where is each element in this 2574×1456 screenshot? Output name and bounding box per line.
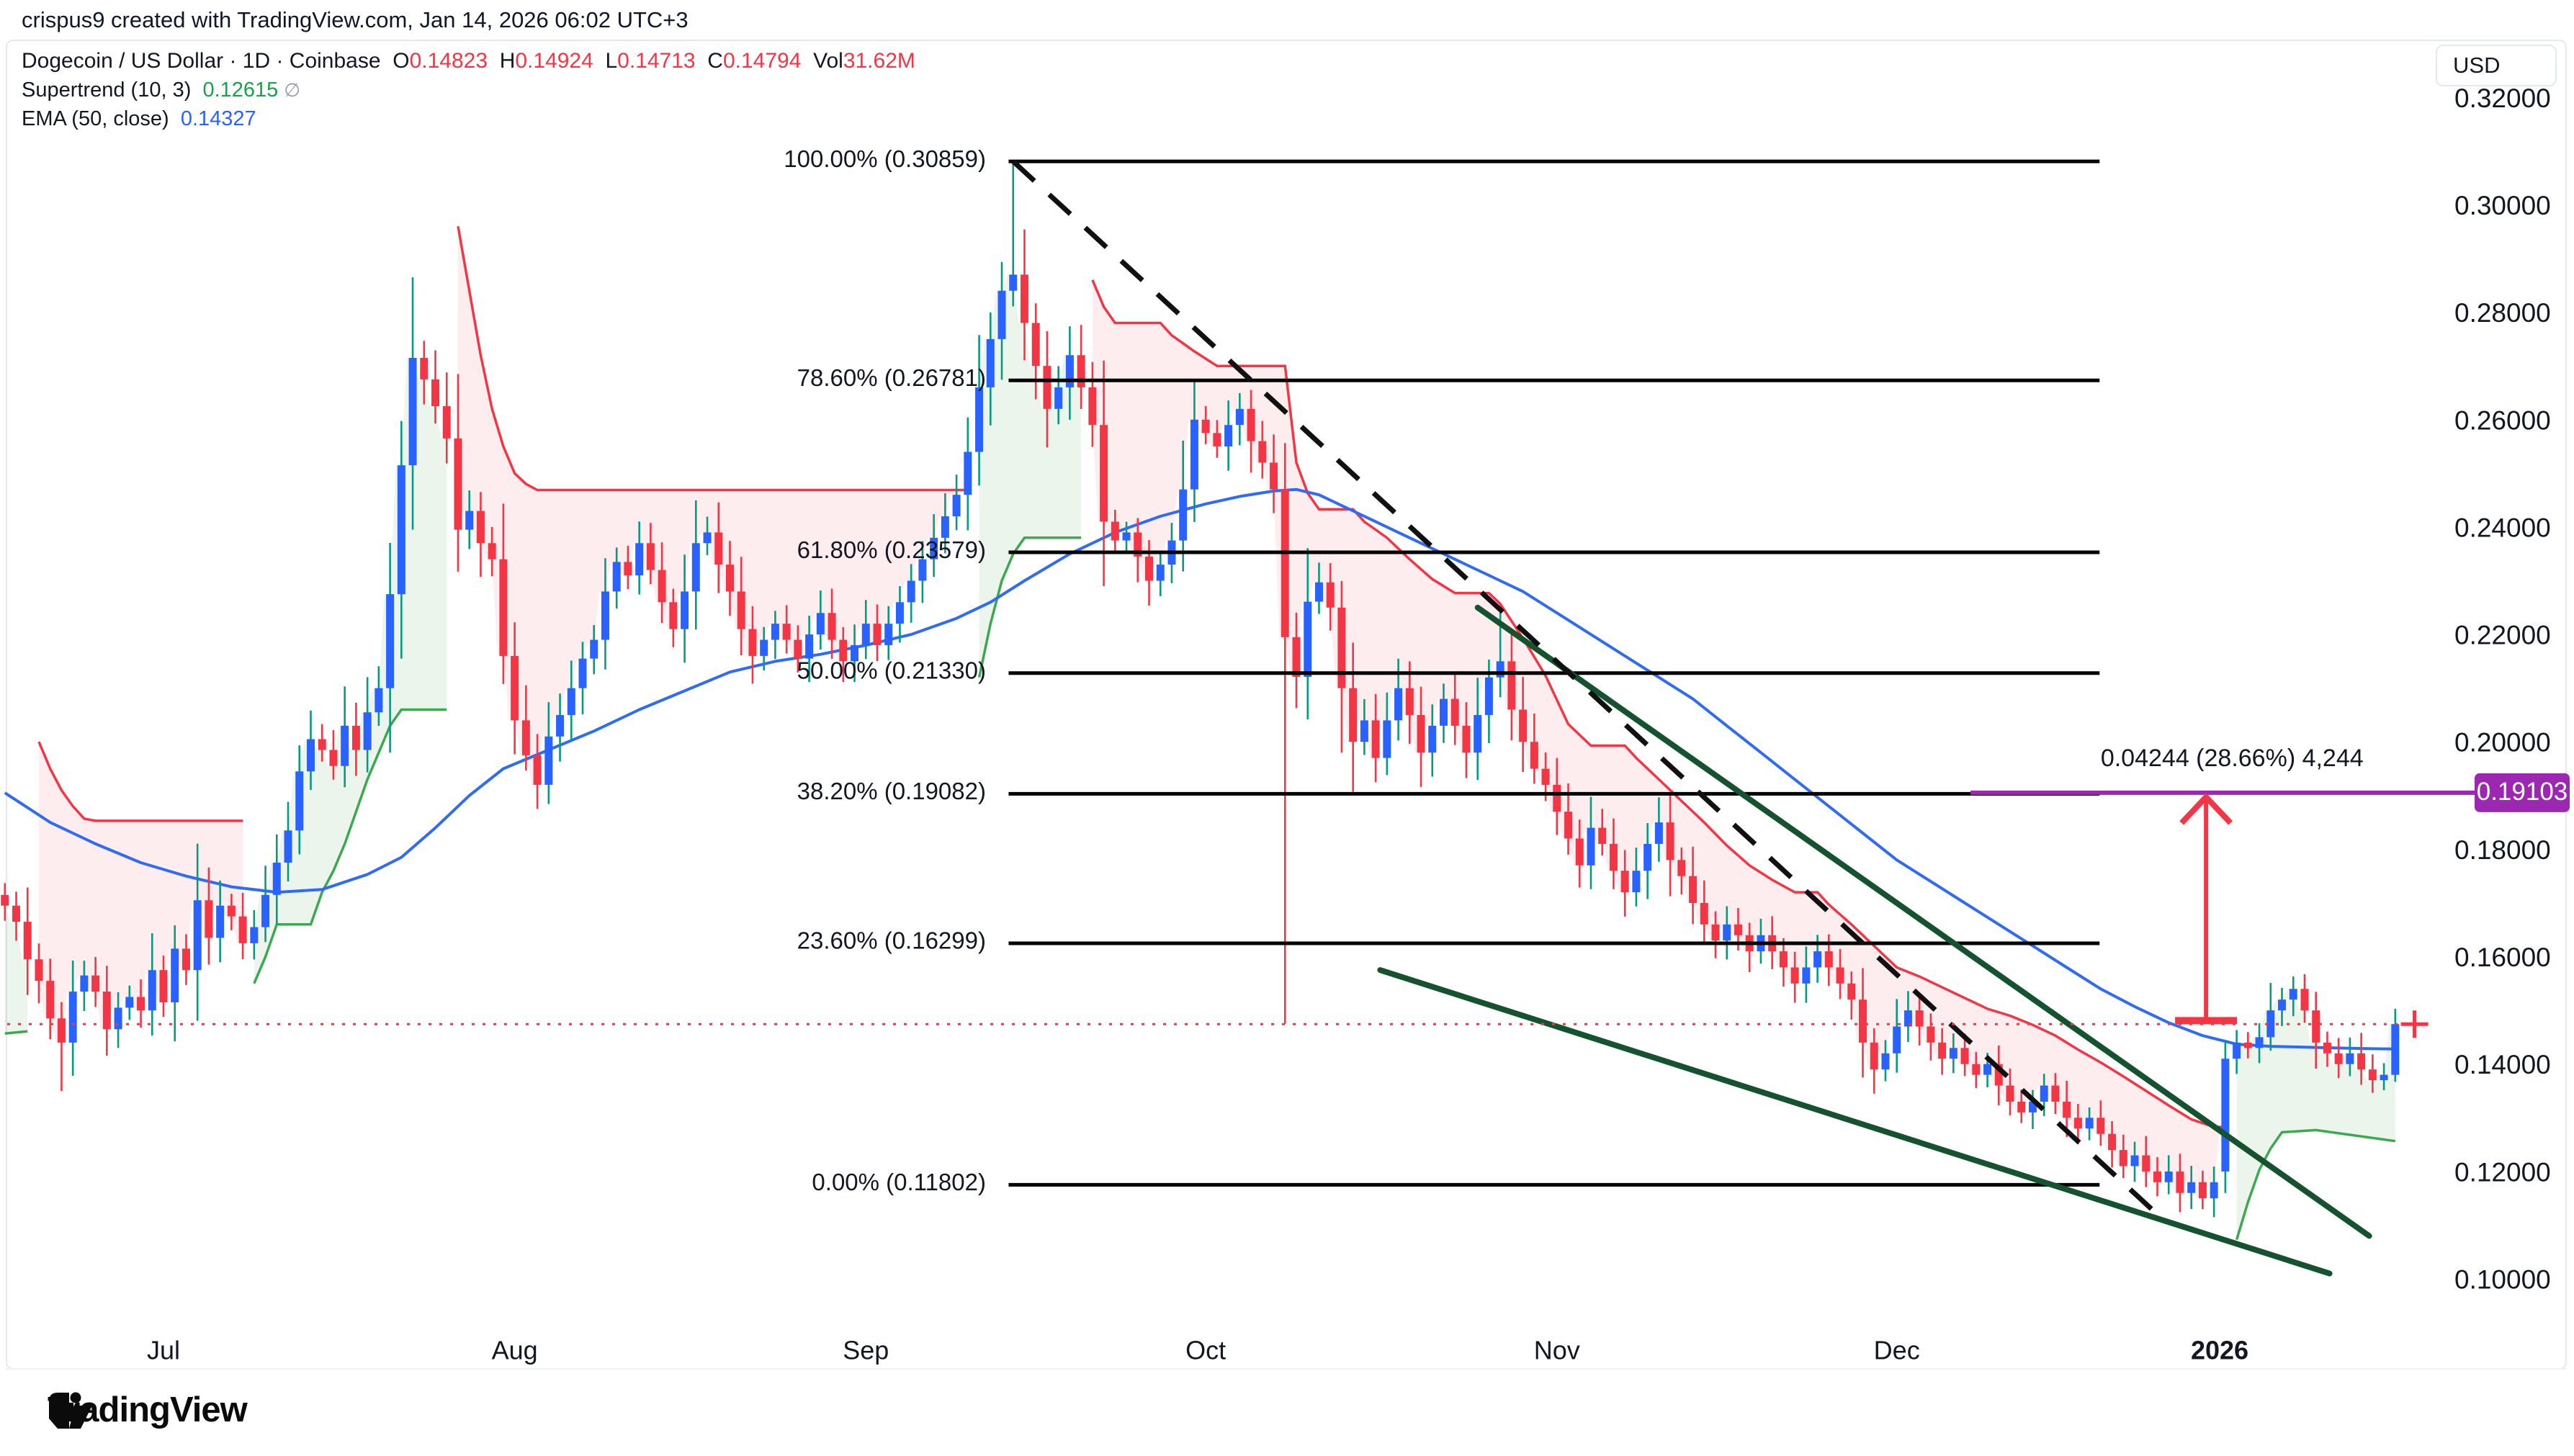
svg-text:0.30000: 0.30000 — [2454, 191, 2551, 220]
trendline-dashed — [1011, 159, 2156, 1213]
svg-text:Oct: Oct — [1185, 1336, 1226, 1365]
svg-text:0.18000: 0.18000 — [2454, 835, 2551, 865]
chart-card — [6, 40, 2567, 1370]
svg-text:0.04244 (28.66%) 4,244: 0.04244 (28.66%) 4,244 — [2101, 745, 2364, 772]
axis-divider — [6, 1368, 2567, 1370]
attribution-header: crispus9 created with TradingView.com, J… — [22, 7, 689, 32]
svg-text:0.26000: 0.26000 — [2454, 405, 2551, 435]
svg-text:Sep: Sep — [843, 1336, 889, 1365]
svg-text:50.00% (0.21330): 50.00% (0.21330) — [797, 657, 986, 683]
svg-text:Aug: Aug — [492, 1336, 538, 1365]
currency-toggle[interactable]: USD — [2436, 45, 2557, 86]
svg-text:0.16000: 0.16000 — [2454, 943, 2551, 972]
svg-text:Dec: Dec — [1874, 1336, 1920, 1365]
svg-text:23.60% (0.16299): 23.60% (0.16299) — [797, 927, 986, 954]
svg-text:0.22000: 0.22000 — [2454, 621, 2551, 650]
svg-text:0.28000: 0.28000 — [2454, 298, 2551, 328]
price-cross-marker — [2400, 1010, 2429, 1038]
svg-text:0.10000: 0.10000 — [2454, 1265, 2551, 1295]
svg-text:100.00% (0.30859): 100.00% (0.30859) — [784, 145, 986, 172]
svg-text:0.24000: 0.24000 — [2454, 513, 2551, 542]
svg-text:0.14000: 0.14000 — [2454, 1050, 2551, 1079]
svg-text:38.20% (0.19082): 38.20% (0.19082) — [797, 778, 986, 804]
time-axis[interactable]: Jul Aug Sep Oct Nov Dec 2026 — [147, 1336, 2248, 1365]
supertrend-legend-row[interactable]: Supertrend (10, 3) 0.12615 ∅ — [22, 78, 301, 102]
symbol-legend-row[interactable]: Dogecoin / US Dollar · 1D · Coinbase O0.… — [22, 49, 915, 73]
svg-text:0.19103: 0.19103 — [2477, 778, 2568, 806]
svg-text:2026: 2026 — [2191, 1336, 2248, 1365]
svg-text:0.32000: 0.32000 — [2454, 84, 2551, 113]
fib-levels: 100.00% (0.30859) 78.60% (0.26781) 61.80% … — [784, 145, 2100, 1195]
candles-layer — [1, 161, 2400, 1218]
chart-legend: Dogecoin / US Dollar · 1D · Coinbase O0.… — [22, 46, 915, 133]
svg-text:Nov: Nov — [1534, 1336, 1580, 1365]
svg-text:0.00% (0.11802): 0.00% (0.11802) — [812, 1169, 986, 1195]
tradingview-mark-icon — [49, 1392, 92, 1429]
price-axis[interactable]: 0.32000 0.30000 0.28000 0.26000 0.24000 0.220… — [2454, 84, 2551, 1295]
ema-legend-row[interactable]: EMA (50, close) 0.14327 — [22, 107, 256, 131]
svg-text:Jul: Jul — [147, 1336, 180, 1365]
svg-text:0.12000: 0.12000 — [2454, 1157, 2551, 1187]
svg-text:0.20000: 0.20000 — [2454, 728, 2551, 758]
wedge-lines — [1377, 604, 2372, 1277]
measure-annotation: 0.04244 (28.66%) 4,244 0.19103 — [1970, 745, 2570, 1025]
svg-text:61.80% (0.23579): 61.80% (0.23579) — [797, 536, 986, 563]
ema-line — [4, 487, 2395, 1051]
svg-text:78.60% (0.26781): 78.60% (0.26781) — [797, 364, 986, 391]
tradingview-logo[interactable]: TradingView — [48, 1390, 248, 1430]
